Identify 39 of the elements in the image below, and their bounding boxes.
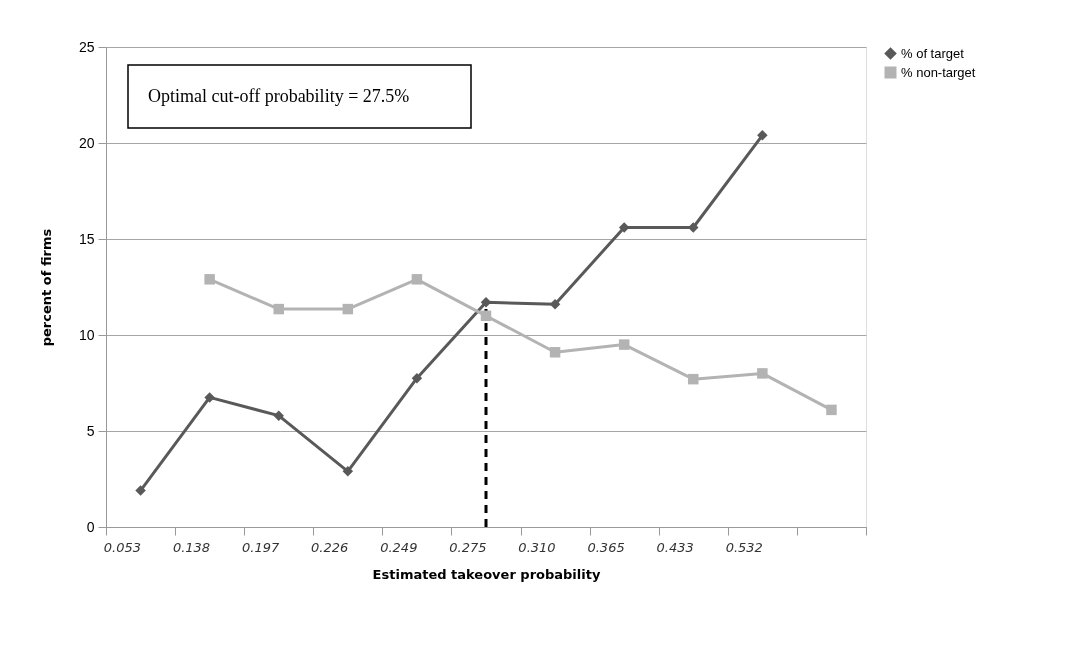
y-tick-label: 15 xyxy=(78,230,95,247)
point xyxy=(826,404,837,416)
y-tick-label: 10 xyxy=(78,326,95,343)
point xyxy=(688,373,699,385)
point xyxy=(480,310,492,322)
x-tick-label: 0.310 xyxy=(518,539,556,555)
annotation: Optimal cut-off probability = 27.5% xyxy=(148,86,410,106)
point xyxy=(549,347,561,358)
point xyxy=(757,130,768,141)
x-tick-label: 0.532 xyxy=(725,539,763,555)
y-tick-label: 20 xyxy=(78,134,95,151)
point xyxy=(549,299,561,310)
point xyxy=(273,303,284,315)
y-tick-label: 0 xyxy=(86,518,95,535)
point xyxy=(688,222,699,233)
x-tick-label: 0.053 xyxy=(103,539,142,555)
point xyxy=(204,392,215,403)
point xyxy=(204,274,215,285)
x-tick-label: 0.433 xyxy=(656,539,694,555)
point xyxy=(411,372,423,384)
x-tick-label: 0.249 xyxy=(380,539,418,555)
y-tick-label: 5 xyxy=(86,422,95,439)
x-tick-label: 0.138 xyxy=(172,539,211,555)
point xyxy=(618,339,630,350)
x-tick-label: 0.226 xyxy=(311,539,349,555)
point xyxy=(342,303,354,315)
point xyxy=(342,466,354,477)
legend-label: % of target xyxy=(901,45,965,61)
point xyxy=(757,368,768,379)
point xyxy=(411,274,423,285)
x-axis-title: Estimated takeover probability xyxy=(372,566,601,582)
legend-label: % non-target xyxy=(901,64,976,80)
x-tick-label: 0.365 xyxy=(587,539,625,555)
x-tick-label: 0.275 xyxy=(449,539,487,555)
point xyxy=(273,410,284,421)
y-tick-label: 25 xyxy=(78,38,95,55)
x-tick-label: 0.197 xyxy=(242,539,280,555)
point xyxy=(135,485,146,496)
y-axis-title: percent of firms xyxy=(38,228,54,347)
